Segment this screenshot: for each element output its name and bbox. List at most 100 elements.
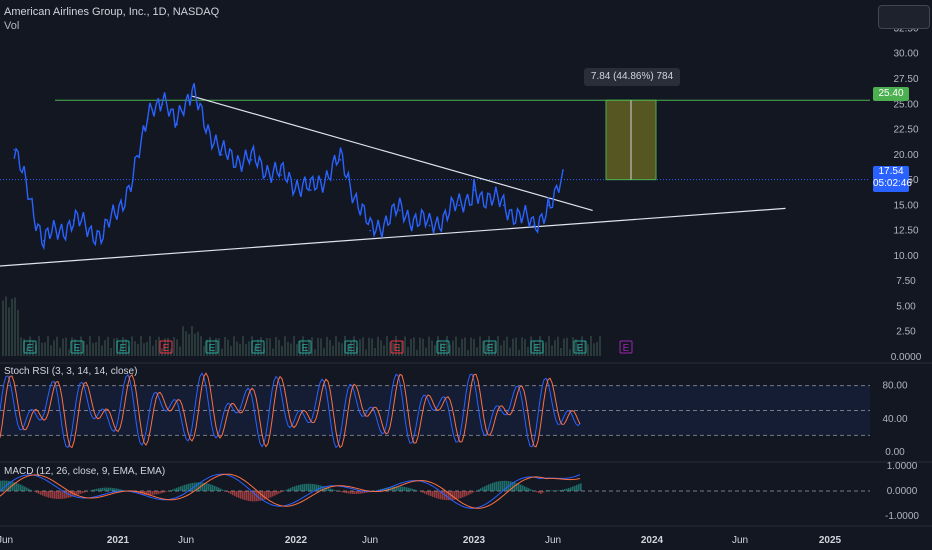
volume-bar — [593, 343, 595, 356]
macd-histogram-bar — [144, 491, 146, 495]
volume-bar — [455, 336, 457, 356]
macd-histogram-bar — [526, 487, 528, 491]
price-point — [43, 239, 45, 242]
time-axis-label: Jun — [362, 535, 378, 546]
macd-histogram-bar — [172, 489, 174, 491]
macd-histogram-bar — [340, 491, 342, 492]
volume-bar — [515, 337, 517, 356]
price-point — [161, 103, 164, 106]
macd-histogram-bar — [22, 485, 24, 491]
volume-bar — [233, 336, 235, 356]
macd-histogram-bar — [30, 489, 32, 491]
volume-bar — [386, 336, 388, 356]
price-point — [458, 204, 460, 207]
volume-bar — [596, 341, 598, 356]
macd-histogram-bar — [84, 491, 86, 493]
macd-histogram-bar — [344, 491, 346, 493]
volume-bar — [266, 337, 268, 356]
macd-histogram-bar — [568, 487, 570, 491]
macd-signal-line — [0, 473, 581, 509]
volume-bar — [224, 336, 226, 356]
macd-histogram-bar — [58, 491, 60, 499]
macd-histogram-bar — [248, 491, 250, 501]
earnings-marker — [23, 340, 37, 354]
macd-histogram-bar — [98, 488, 100, 491]
earnings-marker — [205, 340, 219, 354]
macd-histogram-bar — [66, 491, 68, 499]
macd-histogram-bar — [56, 491, 58, 499]
volume-bar — [218, 338, 220, 356]
macd-histogram-bar — [396, 486, 398, 491]
macd-histogram-bar — [174, 488, 176, 491]
macd-histogram-bar — [514, 482, 516, 491]
volume-bar — [134, 341, 136, 356]
macd-histogram-bar — [146, 491, 148, 495]
macd-histogram-bar — [112, 487, 114, 491]
macd-histogram-bar — [60, 491, 62, 499]
target-price-badge: 25.40 — [873, 87, 909, 101]
volume-label: Vol — [4, 20, 20, 32]
volume-bar — [260, 337, 262, 356]
volume-bar — [5, 296, 7, 356]
earnings-marker — [251, 340, 265, 354]
volume-bar — [281, 345, 283, 356]
volume-bar — [50, 345, 52, 356]
volume-bar — [476, 347, 478, 356]
volume-bar — [470, 337, 472, 356]
volume-bar — [191, 326, 193, 356]
macd-histogram-bar — [314, 484, 316, 491]
macd-histogram-bar — [540, 491, 542, 494]
macd-histogram-bar — [216, 486, 218, 491]
macd-histogram-bar — [52, 491, 54, 499]
time-axis-label: Jun — [0, 535, 13, 546]
volume-bar — [110, 348, 112, 356]
volume-bar — [545, 342, 547, 356]
volume-bar — [290, 343, 292, 356]
macd-histogram-bar — [572, 486, 574, 491]
macd-histogram-bar — [414, 489, 416, 491]
macd-histogram-bar — [86, 491, 88, 492]
volume-bar — [242, 336, 244, 356]
macd-histogram-bar — [110, 487, 112, 491]
macd-histogram-bar — [288, 488, 290, 491]
volume-bar — [578, 346, 580, 356]
macd-histogram-bar — [510, 481, 512, 491]
volume-bar — [32, 340, 34, 356]
earnings-marker — [483, 340, 497, 354]
volume-bar — [29, 336, 31, 356]
macd-histogram-bar — [494, 482, 496, 491]
volume-bar — [446, 336, 448, 356]
volume-bar — [185, 331, 187, 356]
price-axis-tick: 30.00 — [893, 49, 918, 60]
macd-histogram-bar — [362, 491, 364, 494]
macd-histogram-bar — [152, 491, 154, 495]
price-point — [502, 204, 505, 207]
macd-histogram-bar — [434, 491, 436, 498]
volume-bar — [161, 348, 163, 356]
macd-histogram-bar — [452, 491, 454, 500]
earnings-marker-label: E — [534, 343, 541, 354]
volume-bar — [458, 347, 460, 356]
macd-histogram-bar — [48, 491, 50, 498]
volume-bar — [20, 337, 22, 356]
macd-histogram-bar — [70, 491, 72, 498]
earnings-marker — [159, 340, 173, 354]
volume-bar — [197, 331, 199, 356]
toolbar-button[interactable] — [878, 5, 930, 29]
macd-histogram-bar — [198, 482, 200, 491]
volume-bar — [404, 336, 406, 356]
macd-histogram-bar — [406, 487, 408, 491]
volume-bar — [431, 340, 433, 356]
macd-histogram-bar — [470, 491, 472, 494]
price-point — [250, 159, 253, 161]
volume-bar — [422, 338, 424, 356]
volume-bar — [305, 346, 307, 356]
macd-histogram-bar — [150, 491, 152, 495]
volume-bar — [68, 349, 70, 356]
volume-bar — [338, 342, 340, 356]
macd-histogram-bar — [104, 487, 106, 491]
macd-histogram-bar — [398, 486, 400, 491]
macd-histogram-bar — [12, 481, 14, 491]
price-axis-tick: 2.50 — [896, 327, 916, 338]
